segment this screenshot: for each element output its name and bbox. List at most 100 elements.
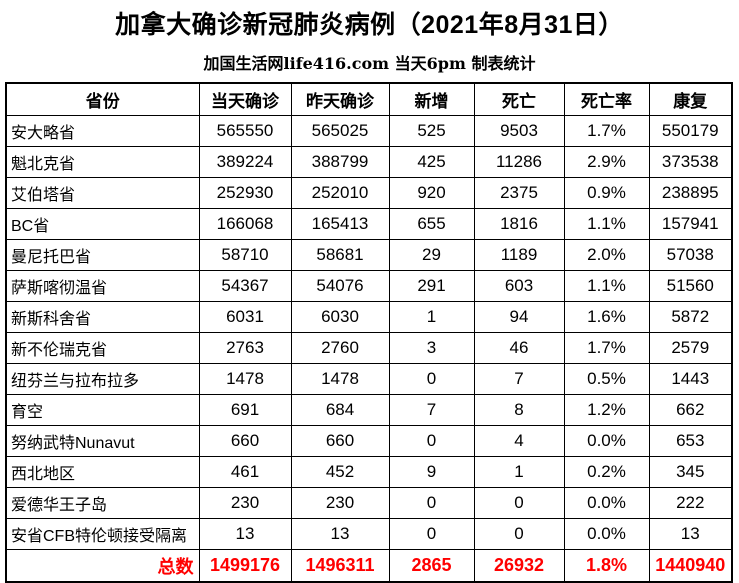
- table-row: 西北地区 461 452 9 1 0.2% 345: [5, 456, 733, 488]
- value-cell: 2.0%: [563, 239, 650, 271]
- value-cell: 660: [198, 425, 292, 457]
- column-header-2: 昨天确诊: [290, 82, 390, 116]
- total-label-cell: 总数: [5, 549, 200, 583]
- value-cell: 1443: [648, 363, 733, 395]
- province-cell: 努纳武特Nunavut: [5, 425, 200, 457]
- header-row: 省份 当天确诊 昨天确诊 新增 死亡 死亡率 康复: [5, 82, 733, 116]
- table-row: 纽芬兰与拉布拉多 1478 1478 0 7 0.5% 1443: [5, 363, 733, 395]
- table-row: 曼尼托巴省 58710 58681 29 1189 2.0% 57038: [5, 239, 733, 271]
- value-cell: 1.6%: [563, 301, 650, 333]
- province-cell: 爱德华王子岛: [5, 487, 200, 519]
- value-cell: 29: [388, 239, 475, 271]
- value-cell: 58710: [198, 239, 292, 271]
- province-cell: BC省: [5, 208, 200, 240]
- value-cell: 1: [388, 301, 475, 333]
- total-value-cell: 1496311: [290, 549, 390, 583]
- value-cell: 2763: [198, 332, 292, 364]
- total-row: 总数 1499176 1496311 2865 26932 1.8% 1440940: [5, 549, 733, 583]
- value-cell: 1.2%: [563, 394, 650, 426]
- value-cell: 165413: [290, 208, 390, 240]
- table-row: 新斯科舍省 6031 6030 1 94 1.6% 5872: [5, 301, 733, 333]
- province-cell: 育空: [5, 394, 200, 426]
- value-cell: 51560: [648, 270, 733, 302]
- value-cell: 461: [198, 456, 292, 488]
- value-cell: 0.2%: [563, 456, 650, 488]
- value-cell: 166068: [198, 208, 292, 240]
- province-cell: 纽芬兰与拉布拉多: [5, 363, 200, 395]
- table-row: BC省 166068 165413 655 1816 1.1% 157941: [5, 208, 733, 240]
- value-cell: 550179: [648, 115, 733, 147]
- value-cell: 46: [473, 332, 565, 364]
- column-header-4: 死亡: [473, 82, 565, 116]
- value-cell: 388799: [290, 146, 390, 178]
- value-cell: 920: [388, 177, 475, 209]
- value-cell: 2375: [473, 177, 565, 209]
- value-cell: 0: [473, 487, 565, 519]
- value-cell: 345: [648, 456, 733, 488]
- value-cell: 54076: [290, 270, 390, 302]
- value-cell: 3: [388, 332, 475, 364]
- page-subtitle: 加国生活网life416.com 当天6pm 制表统计: [203, 54, 536, 73]
- value-cell: 0.0%: [563, 425, 650, 457]
- value-cell: 0: [473, 518, 565, 550]
- value-cell: 157941: [648, 208, 733, 240]
- province-cell: 西北地区: [5, 456, 200, 488]
- value-cell: 54367: [198, 270, 292, 302]
- value-cell: 660: [290, 425, 390, 457]
- value-cell: 1.1%: [563, 270, 650, 302]
- column-header-1: 当天确诊: [198, 82, 292, 116]
- value-cell: 389224: [198, 146, 292, 178]
- value-cell: 1.7%: [563, 332, 650, 364]
- value-cell: 94: [473, 301, 565, 333]
- total-value-cell: 2865: [388, 549, 475, 583]
- province-cell: 新不伦瑞克省: [5, 332, 200, 364]
- value-cell: 238895: [648, 177, 733, 209]
- value-cell: 230: [198, 487, 292, 519]
- province-cell: 新斯科舍省: [5, 301, 200, 333]
- value-cell: 655: [388, 208, 475, 240]
- table-row: 萨斯喀彻温省 54367 54076 291 603 1.1% 51560: [5, 270, 733, 302]
- table-row: 艾伯塔省 252930 252010 920 2375 0.9% 238895: [5, 177, 733, 209]
- table-row: 安大略省 565550 565025 525 9503 1.7% 550179: [5, 115, 733, 147]
- value-cell: 0: [388, 425, 475, 457]
- value-cell: 7: [388, 394, 475, 426]
- value-cell: 603: [473, 270, 565, 302]
- table-row: 努纳武特Nunavut 660 660 0 4 0.0% 653: [5, 425, 733, 457]
- value-cell: 11286: [473, 146, 565, 178]
- value-cell: 58681: [290, 239, 390, 271]
- province-cell: 安省CFB特伦顿接受隔离: [5, 518, 200, 550]
- value-cell: 0: [388, 518, 475, 550]
- table-row: 爱德华王子岛 230 230 0 0 0.0% 222: [5, 487, 733, 519]
- value-cell: 9: [388, 456, 475, 488]
- province-cell: 曼尼托巴省: [5, 239, 200, 271]
- table-row: 育空 691 684 7 8 1.2% 662: [5, 394, 733, 426]
- total-value-cell: 1499176: [198, 549, 292, 583]
- total-value-cell: 26932: [473, 549, 565, 583]
- value-cell: 565550: [198, 115, 292, 147]
- value-cell: 662: [648, 394, 733, 426]
- table-header: 省份 当天确诊 昨天确诊 新增 死亡 死亡率 康复: [5, 82, 733, 116]
- value-cell: 0: [388, 487, 475, 519]
- value-cell: 252010: [290, 177, 390, 209]
- table-row: 魁北克省 389224 388799 425 11286 2.9% 373538: [5, 146, 733, 178]
- value-cell: 653: [648, 425, 733, 457]
- value-cell: 6031: [198, 301, 292, 333]
- table-body: 安大略省 565550 565025 525 9503 1.7% 550179 魁北克省 389…: [5, 115, 733, 583]
- value-cell: 1816: [473, 208, 565, 240]
- table-row: 新不伦瑞克省 2763 2760 3 46 1.7% 2579: [5, 332, 733, 364]
- value-cell: 7: [473, 363, 565, 395]
- value-cell: 13: [198, 518, 292, 550]
- value-cell: 2579: [648, 332, 733, 364]
- value-cell: 525: [388, 115, 475, 147]
- value-cell: 13: [290, 518, 390, 550]
- province-cell: 艾伯塔省: [5, 177, 200, 209]
- value-cell: 1478: [290, 363, 390, 395]
- total-value-cell: 1.8%: [563, 549, 650, 583]
- value-cell: 230: [290, 487, 390, 519]
- column-header-5: 死亡率: [563, 82, 650, 116]
- total-value-cell: 1440940: [648, 549, 733, 583]
- value-cell: 0.5%: [563, 363, 650, 395]
- value-cell: 1.1%: [563, 208, 650, 240]
- value-cell: 0.9%: [563, 177, 650, 209]
- province-cell: 魁北克省: [5, 146, 200, 178]
